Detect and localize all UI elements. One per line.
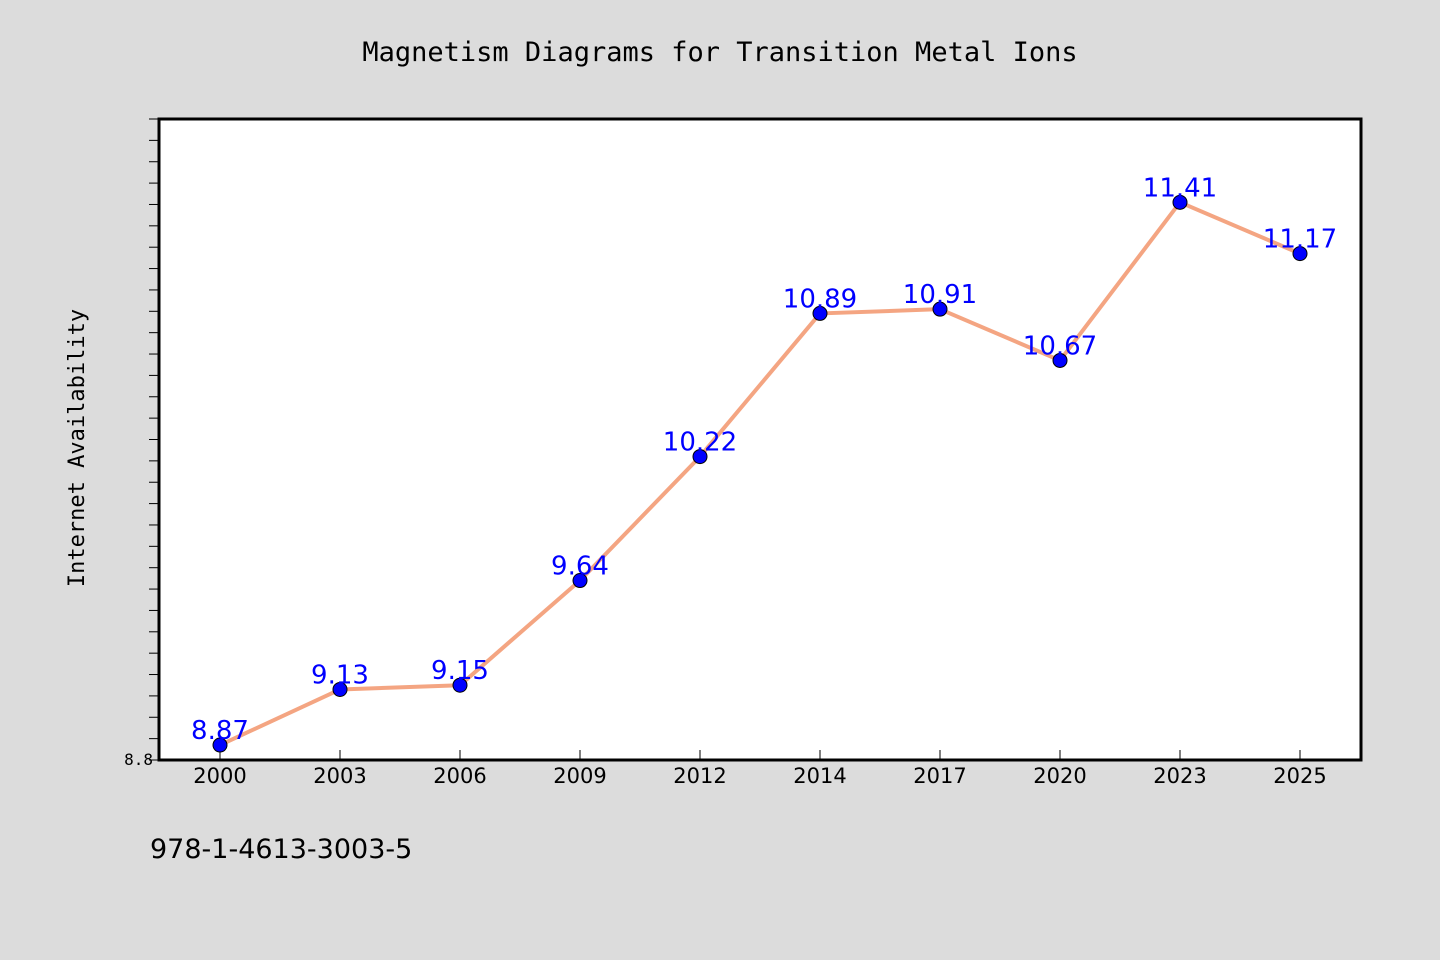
data-label: 10.91: [903, 280, 977, 310]
data-point: [572, 573, 588, 589]
x-tick-label: 2020: [1033, 764, 1086, 788]
data-point: [332, 681, 348, 697]
x-tick-label: 2000: [193, 764, 246, 788]
footer-code: 978-1-4613-3003-5: [150, 834, 413, 865]
data-point: [212, 737, 228, 753]
data-point: [1052, 352, 1068, 368]
y-tick-label: 8.8: [124, 750, 153, 769]
data-point: [932, 301, 948, 317]
x-tick-label: 2023: [1153, 764, 1206, 788]
x-tick-label: 2012: [673, 764, 726, 788]
data-label: 10.89: [783, 284, 857, 314]
x-tick-label: 2003: [313, 764, 366, 788]
data-label: 8.87: [191, 716, 249, 746]
x-tick-label: 2014: [793, 764, 846, 788]
data-label: 11.41: [1143, 173, 1217, 203]
chart-title: Magnetism Diagrams for Transition Metal …: [362, 37, 1077, 68]
data-point: [812, 305, 828, 321]
data-label: 11.17: [1263, 225, 1337, 255]
data-label: 10.67: [1023, 331, 1097, 361]
data-label: 9.13: [311, 660, 369, 690]
data-point: [1292, 246, 1308, 262]
data-label: 10.22: [663, 428, 737, 458]
x-tick-label: 2009: [553, 764, 606, 788]
data-point: [692, 449, 708, 465]
data-markers: [212, 194, 1308, 753]
series-line-group: [219, 200, 1301, 747]
x-axis-ticks: 2000 2003 2006 2009 2012 2014 2017 2020 2023 2025: [193, 750, 1327, 788]
x-tick-label: 2006: [433, 764, 486, 788]
data-point: [452, 677, 468, 693]
data-point: [1172, 194, 1188, 210]
x-tick-label: 2017: [913, 764, 966, 788]
data-labels: 8.87 9.13 9.15 9.64 10.22 10.89 10.91 10.67 11.4…: [191, 173, 1337, 746]
series-line: [219, 200, 1301, 747]
y-axis-ticks: 8.8: [124, 118, 159, 769]
y-axis-label: Internet Availability: [65, 309, 90, 587]
data-label: 9.15: [431, 656, 489, 686]
data-label: 9.64: [551, 552, 609, 582]
x-tick-label: 2025: [1273, 764, 1326, 788]
